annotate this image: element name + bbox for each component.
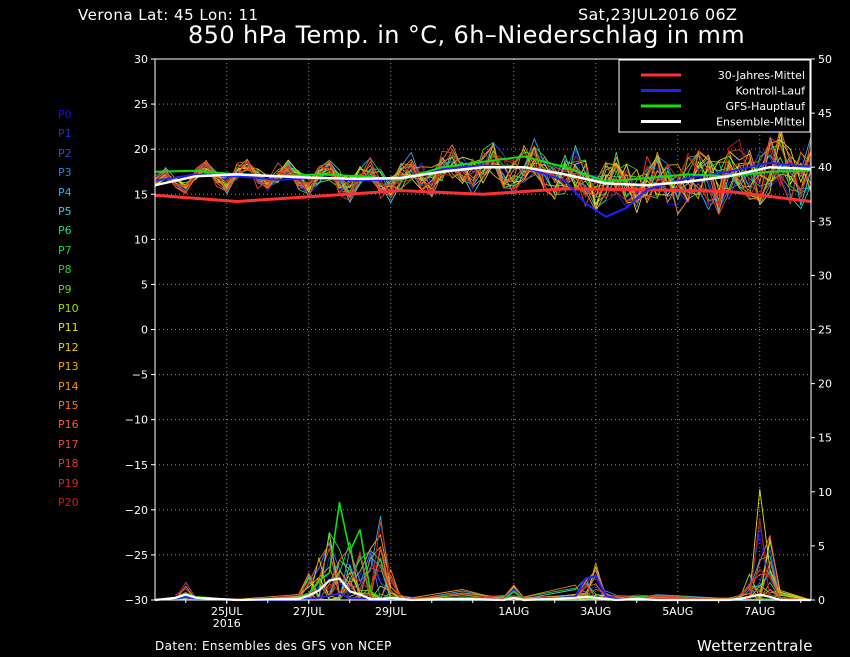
member-label-p10: P10 — [58, 302, 79, 315]
x-tick-label: 27JUL — [293, 605, 325, 618]
member-label-p12: P12 — [58, 340, 79, 354]
member-label-p18: P18 — [58, 457, 79, 471]
member-label-p14: P14 — [58, 379, 79, 393]
x-tick-label: 1AUG — [498, 605, 529, 618]
member-precip-line — [175, 517, 812, 601]
member-precip-line — [175, 537, 812, 601]
gfs-main-precip-line — [154, 501, 811, 601]
x-tick-label: 25JUL — [211, 605, 243, 618]
member-precip-line — [175, 532, 812, 601]
x-tick-label: 3AUG — [580, 605, 611, 618]
y-right-tick-label: 30 — [818, 269, 832, 282]
y-left-tick-label: 10 — [134, 233, 148, 246]
member-label-p16: P16 — [58, 418, 79, 432]
member-label-p2: P2 — [58, 146, 72, 160]
member-label-p5: P5 — [58, 205, 72, 218]
member-precip-line — [175, 515, 811, 601]
chart-title: 850 hPa Temp. in °C, 6h–Niederschlag in … — [188, 21, 746, 49]
member-precip-line — [175, 488, 812, 601]
legend-entry-label: Kontroll-Lauf — [736, 85, 807, 98]
y-right-tick-label: 40 — [818, 161, 832, 174]
member-label-p6: P6 — [58, 224, 72, 238]
member-precip-line — [175, 534, 812, 601]
member-label-p9: P9 — [58, 282, 72, 296]
y-right-tick-label: 15 — [818, 432, 832, 445]
member-precip-line — [175, 534, 812, 601]
ensemble-mean-line — [154, 165, 812, 187]
member-label-p3: P3 — [58, 166, 72, 180]
legend-entry-label: Ensemble-Mittel — [716, 116, 805, 129]
legend-entry-label: 30-Jahres-Mittel — [718, 69, 805, 82]
y-left-tick-label: −30 — [125, 594, 148, 607]
member-precip-line — [175, 524, 812, 601]
member-label-p13: P13 — [58, 360, 79, 374]
y-left-tick-label: 0 — [141, 324, 148, 337]
x-tick-label: 7AUG — [744, 605, 775, 618]
member-precip-line — [175, 534, 812, 601]
y-right-tick-label: 45 — [818, 107, 832, 120]
y-left-tick-label: −20 — [125, 504, 148, 517]
y-left-tick-label: 5 — [141, 278, 148, 291]
run-datestamp: Sat,23JUL2016 06Z — [578, 5, 738, 24]
member-precip-line — [175, 547, 812, 601]
member-precip-line — [175, 556, 812, 601]
climatology-line — [154, 187, 812, 203]
x-tick-label: 29JUL — [375, 605, 407, 618]
left-axis: 30 25 20 15 10 5 0 −5 −10 −15 −20 −25 −30 — [125, 53, 155, 607]
y-right-tick-label: 25 — [818, 324, 832, 337]
member-label-p20: P20 — [58, 496, 79, 509]
member-precip-line — [175, 541, 812, 601]
member-temp-line — [154, 139, 812, 214]
y-left-tick-label: −10 — [125, 414, 148, 427]
y-left-tick-label: 15 — [134, 188, 148, 201]
member-label-p19: P19 — [58, 476, 79, 490]
member-label-p4: P4 — [58, 185, 72, 199]
member-label-p17: P17 — [58, 437, 79, 451]
member-precip-line — [175, 548, 812, 601]
x-tick-label: 5AUG — [662, 605, 693, 618]
y-left-tick-label: 25 — [134, 98, 148, 111]
member-temp-line — [154, 139, 812, 205]
station-label: Verona Lat: 45 Lon: 11 — [78, 6, 259, 24]
legend-entry-label: GFS-Hauptlauf — [725, 100, 806, 113]
member-precip-line — [175, 541, 812, 601]
brand-name: Wetterzentrale — [697, 637, 813, 655]
y-left-tick-label: 20 — [134, 143, 148, 156]
member-precip-line — [175, 555, 812, 601]
x-tick-sublabel: 2016 — [213, 617, 241, 630]
y-right-tick-label: 20 — [818, 378, 832, 391]
member-precip-line — [175, 559, 812, 601]
precipitation-series — [154, 488, 812, 602]
member-label-p8: P8 — [58, 263, 72, 277]
member-label-p11: P11 — [58, 321, 79, 335]
member-temp-line — [154, 127, 812, 214]
member-precip-line — [175, 521, 812, 601]
member-precip-line — [175, 549, 811, 601]
y-left-tick-label: −15 — [125, 459, 148, 472]
y-left-tick-label: −25 — [125, 549, 148, 562]
member-label-p1: P1 — [58, 127, 72, 141]
member-temp-line — [154, 140, 812, 204]
y-left-tick-label: −5 — [132, 369, 148, 382]
member-precip-line — [175, 566, 812, 601]
y-right-tick-label: 50 — [818, 53, 832, 66]
y-left-tick-label: 30 — [134, 53, 148, 66]
y-right-tick-label: 5 — [818, 540, 825, 553]
member-precip-line — [175, 532, 812, 601]
legend: 30-Jahres-Mittel Kontroll-Lauf GFS-Hauptla… — [618, 59, 811, 133]
y-right-tick-label: 10 — [818, 486, 832, 499]
member-label-p15: P15 — [58, 399, 79, 412]
y-right-tick-label: 0 — [818, 594, 825, 607]
data-source-note: Daten: Ensembles des GFS von NCEP — [155, 639, 392, 653]
temperature-series — [154, 126, 812, 218]
chart-grid — [155, 59, 811, 600]
y-right-tick-label: 35 — [818, 215, 832, 228]
member-label-p0: P0 — [58, 108, 72, 121]
member-label-p7: P7 — [58, 243, 72, 257]
